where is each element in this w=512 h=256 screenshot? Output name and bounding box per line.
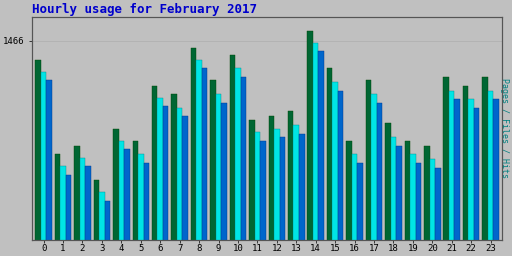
Bar (299, 134, 305, 256)
Bar (172, 94, 177, 256)
Bar (94, 180, 99, 256)
Bar (182, 116, 188, 256)
Bar (163, 106, 168, 256)
Bar (124, 149, 130, 256)
Bar (410, 154, 416, 256)
Bar (313, 43, 318, 256)
Bar (293, 125, 299, 256)
Bar (391, 137, 396, 256)
Bar (463, 86, 468, 256)
Bar (216, 94, 221, 256)
Bar (113, 129, 119, 256)
Bar (191, 48, 196, 256)
Bar (488, 91, 494, 256)
Bar (416, 163, 421, 256)
Bar (327, 68, 332, 256)
Bar (357, 163, 363, 256)
Bar (371, 94, 377, 256)
Bar (435, 168, 440, 256)
Bar (468, 99, 474, 256)
Bar (133, 141, 138, 256)
Bar (158, 98, 163, 256)
Bar (241, 77, 246, 256)
Bar (177, 108, 182, 256)
Bar (85, 166, 91, 256)
Bar (366, 80, 371, 256)
Bar (143, 163, 149, 256)
Bar (41, 72, 46, 256)
Bar (74, 146, 80, 256)
Bar (424, 146, 430, 256)
Bar (404, 141, 410, 256)
Bar (99, 192, 104, 256)
Bar (377, 103, 382, 256)
Bar (138, 154, 143, 256)
Bar (152, 86, 158, 256)
Bar (332, 82, 338, 256)
Bar (235, 68, 241, 256)
Bar (352, 154, 357, 256)
Bar (288, 111, 293, 256)
Bar (474, 108, 479, 256)
Bar (443, 77, 449, 256)
Bar (318, 51, 324, 256)
Bar (269, 116, 274, 256)
Bar (230, 55, 235, 256)
Bar (260, 141, 266, 256)
Bar (221, 103, 227, 256)
Bar (254, 132, 260, 256)
Bar (202, 68, 207, 256)
Bar (249, 120, 254, 256)
Bar (455, 99, 460, 256)
Bar (338, 91, 344, 256)
Bar (396, 146, 402, 256)
Bar (80, 158, 85, 256)
Y-axis label: Pages / Files / Hits: Pages / Files / Hits (500, 79, 509, 178)
Text: Hourly usage for February 2017: Hourly usage for February 2017 (32, 3, 257, 16)
Bar (196, 60, 202, 256)
Bar (60, 166, 66, 256)
Bar (346, 141, 352, 256)
Bar (494, 99, 499, 256)
Bar (55, 154, 60, 256)
Bar (104, 201, 110, 256)
Bar (35, 60, 41, 256)
Bar (449, 91, 455, 256)
Bar (210, 80, 216, 256)
Bar (482, 77, 488, 256)
Bar (385, 123, 391, 256)
Bar (46, 80, 52, 256)
Bar (274, 129, 280, 256)
Bar (280, 137, 285, 256)
Bar (119, 141, 124, 256)
Bar (430, 159, 435, 256)
Bar (66, 175, 71, 256)
Bar (307, 31, 313, 256)
